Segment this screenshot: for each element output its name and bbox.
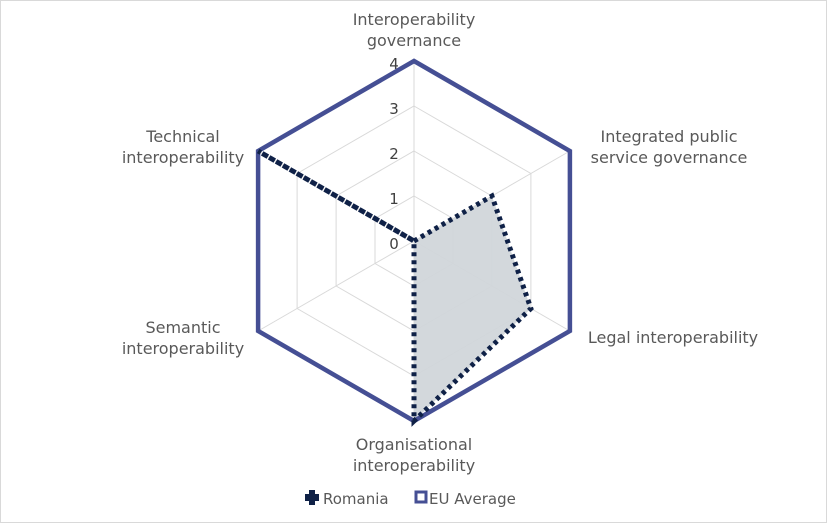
fill-layer <box>258 151 531 421</box>
legend: Romania EU Average <box>305 490 516 508</box>
legend-label-0: Romania <box>323 490 389 508</box>
series-area-0 <box>258 151 531 421</box>
category-labels: Interoperability governance Integrated pub… <box>122 10 758 475</box>
spoke-4 <box>257 240 415 332</box>
tick-labels: 0 1 2 3 4 <box>389 55 399 253</box>
series-line-0 <box>256 148 534 427</box>
tick-label-2: 2 <box>389 145 399 163</box>
series-layer <box>255 58 573 427</box>
legend-label-1: EU Average <box>429 490 516 508</box>
tick-label-3: 3 <box>389 100 399 118</box>
category-label-4: Semantic interoperability <box>122 318 244 358</box>
category-label-1: Integrated public service governance <box>591 127 748 167</box>
legend-item-0: Romania <box>305 490 389 508</box>
tick-label-4: 4 <box>389 55 399 73</box>
category-label-5: Technical interoperability <box>122 127 244 167</box>
category-label-2: Legal interoperability <box>588 328 758 347</box>
tick-label-1: 1 <box>389 190 399 208</box>
tick-label-0: 0 <box>389 235 399 253</box>
category-label-3: Organisational interoperability <box>353 435 475 475</box>
legend-marker-1 <box>414 490 428 504</box>
category-label-0: Interoperability governance <box>353 10 476 50</box>
legend-item-1: EU Average <box>414 490 516 508</box>
